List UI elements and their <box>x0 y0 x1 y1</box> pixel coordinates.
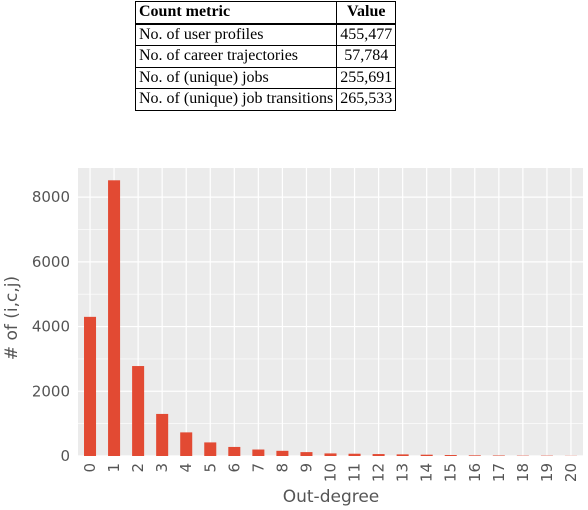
x-tick-label: 15 <box>442 463 460 482</box>
bar <box>300 452 313 456</box>
table-row: No. of user profiles 455,477 <box>134 23 397 46</box>
x-tick-label: 20 <box>562 463 580 482</box>
x-tick-label: 11 <box>346 463 364 482</box>
x-tick-label: 19 <box>538 463 556 482</box>
value-cell: 57,784 <box>336 45 397 68</box>
x-tick-label: 8 <box>273 463 291 473</box>
bar <box>204 442 217 456</box>
bar <box>228 446 241 456</box>
x-tick-label: 18 <box>514 463 532 482</box>
bar <box>444 455 457 456</box>
x-tick-label: 13 <box>394 463 412 482</box>
table-row: No. of (unique) job transitions 265,533 <box>134 88 397 111</box>
metric-cell: No. of (unique) job transitions <box>134 88 338 111</box>
x-tick-label: 9 <box>297 463 315 473</box>
metric-cell: No. of career trajectories <box>134 45 338 68</box>
y-tick-label: 0 <box>60 447 70 465</box>
x-tick-label: 17 <box>490 463 508 482</box>
x-tick-label: 6 <box>225 463 243 473</box>
x-tick-label: 5 <box>201 463 219 473</box>
x-tick-label: 1 <box>105 463 123 473</box>
metric-cell: No. of user profiles <box>134 23 338 46</box>
bar <box>420 454 433 456</box>
x-tick-label: 0 <box>81 463 99 473</box>
bar <box>180 432 193 456</box>
value-cell: 255,691 <box>336 66 397 89</box>
bar <box>468 455 481 456</box>
bar <box>348 453 361 456</box>
table-row: No. of (unique) jobs 255,691 <box>134 66 397 89</box>
table-header-row: Count metric Value <box>134 1 397 25</box>
x-tick-label: 14 <box>418 463 436 482</box>
x-tick-label: 16 <box>466 463 484 482</box>
header-count-metric: Count metric <box>134 1 338 25</box>
bar <box>372 454 385 456</box>
bar <box>132 366 145 456</box>
value-cell: 265,533 <box>336 88 397 111</box>
x-tick-label: 2 <box>129 463 147 473</box>
bar <box>84 316 97 456</box>
bar <box>156 413 169 456</box>
bar <box>396 454 409 456</box>
x-tick-label: 12 <box>370 463 388 482</box>
x-tick-label: 7 <box>249 463 267 473</box>
bar <box>108 180 121 456</box>
statistics-table: Count metric Value No. of user profiles … <box>134 1 397 111</box>
bar <box>276 450 289 456</box>
x-tick-label: 10 <box>322 463 340 482</box>
y-tick-label: 2000 <box>32 382 70 400</box>
x-axis-label: Out-degree <box>283 487 380 507</box>
bar <box>324 453 337 456</box>
table-row: No. of career trajectories 57,784 <box>134 45 397 68</box>
bar <box>252 449 265 456</box>
value-cell: 455,477 <box>336 23 397 46</box>
y-tick-label: 8000 <box>32 188 70 206</box>
y-tick-label: 4000 <box>32 318 70 336</box>
metric-cell: No. of (unique) jobs <box>134 66 338 89</box>
x-tick-label: 4 <box>177 463 195 473</box>
header-value: Value <box>336 1 397 25</box>
y-tick-label: 6000 <box>32 253 70 271</box>
x-tick-label: 3 <box>153 463 171 473</box>
y-axis-label: # of (i,c,j) <box>2 276 22 360</box>
